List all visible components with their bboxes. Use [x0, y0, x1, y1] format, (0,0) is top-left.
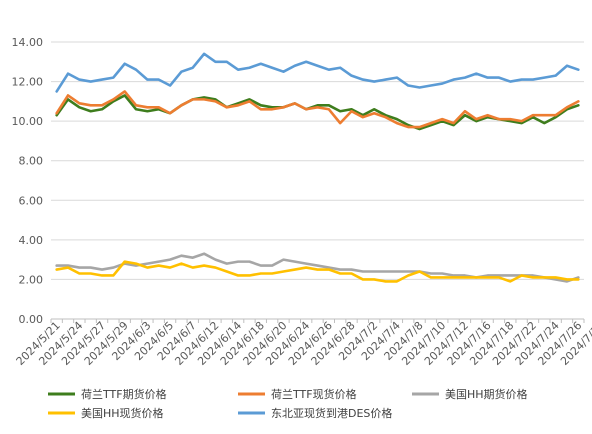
legend-item-4: 东北亚现货到港DES价格	[238, 406, 392, 420]
series-line-3	[55, 260, 580, 283]
legend-label: 美国HH期货价格	[445, 387, 528, 401]
legend-item-0: 荷兰TTF期货价格	[48, 387, 167, 401]
series-line-0	[55, 94, 580, 131]
y-tick-label: 0.00	[19, 313, 44, 326]
y-tick-label: 10.00	[12, 115, 44, 128]
x-axis: 2024/5/212024/5/242024/5/272024/5/292024…	[14, 318, 592, 368]
series-lines	[55, 52, 580, 283]
series-line-4	[55, 52, 580, 93]
y-tick-label: 4.00	[19, 234, 44, 247]
series-line-2	[55, 252, 580, 283]
series-line-1	[55, 90, 580, 129]
legend-label: 东北亚现货到港DES价格	[271, 406, 392, 420]
legend-label: 荷兰TTF现货价格	[271, 387, 357, 401]
y-axis: 0.00 2.00 4.00 6.00 8.00 10.00 12.00 14.00	[12, 36, 44, 326]
y-tick-label: 14.00	[12, 36, 44, 49]
legend-label: 荷兰TTF期货价格	[81, 387, 167, 401]
legend-item-2: 美国HH期货价格	[412, 387, 528, 401]
legend-item-3: 美国HH现货价格	[48, 406, 164, 420]
y-tick-label: 12.00	[12, 76, 44, 89]
legend-label: 美国HH现货价格	[81, 406, 164, 420]
legend-item-1: 荷兰TTF现货价格	[238, 387, 357, 401]
y-tick-label: 8.00	[19, 155, 44, 168]
y-tick-label: 2.00	[19, 273, 44, 286]
grid-lines	[51, 41, 584, 280]
y-tick-label: 6.00	[19, 194, 44, 207]
